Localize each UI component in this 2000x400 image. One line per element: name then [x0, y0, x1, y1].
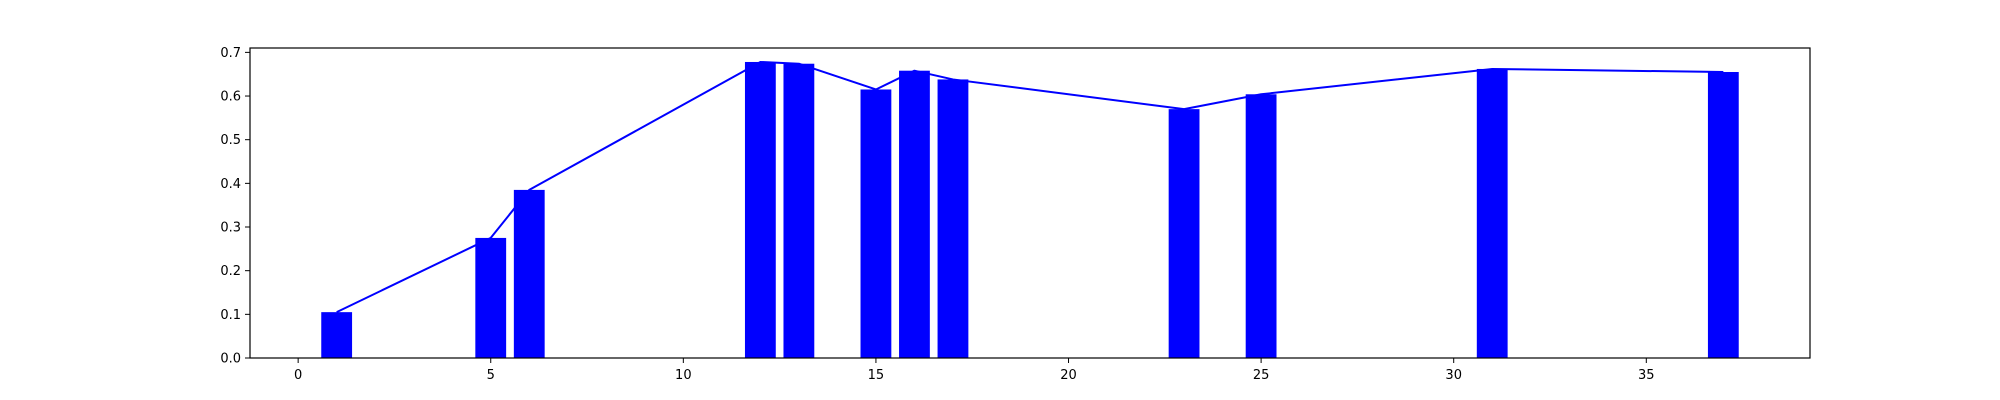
- y-tick-label: 0.7: [220, 46, 241, 61]
- bar-5: [475, 237, 507, 358]
- bar-25: [1245, 94, 1277, 358]
- bar-16: [899, 70, 930, 358]
- x-tick-label: 25: [1253, 368, 1270, 383]
- bar-17: [937, 79, 969, 358]
- x-tick-label: 30: [1445, 368, 1462, 383]
- series-line: [336, 60, 1724, 314]
- bar-37: [1707, 72, 1739, 358]
- axes-layer: [249, 47, 1811, 359]
- y-tick-label: 0.4: [220, 177, 241, 192]
- bar-6: [513, 189, 545, 358]
- y-tick-label: 0.5: [220, 133, 241, 148]
- x-tick-label: 35: [1638, 368, 1655, 383]
- bar-1: [321, 312, 353, 358]
- line-layer: [336, 60, 1724, 314]
- bar-31: [1476, 68, 1508, 359]
- bar-13: [783, 63, 815, 358]
- x-tick-label: 5: [487, 368, 495, 383]
- x-tick-label: 0: [294, 368, 302, 383]
- y-tick-label: 0.2: [220, 264, 241, 279]
- x-tick-label: 20: [1060, 368, 1077, 383]
- bar-15: [860, 89, 892, 358]
- y-tick-label: 0.3: [220, 221, 241, 236]
- ticks-layer: 0 5 10 15 20 25 30 35 0.0 0.1 0.2 0.3 0.4 0.5 0.6 0.7: [220, 46, 1654, 383]
- x-tick-label: 15: [868, 368, 885, 383]
- y-tick-label: 0.0: [220, 352, 241, 367]
- bars-layer: [321, 61, 1739, 359]
- axes-frame: [249, 47, 1811, 359]
- x-tick-label: 10: [675, 368, 692, 383]
- bar-12: [744, 61, 776, 358]
- bar-23: [1168, 109, 1200, 358]
- y-tick-label: 0.6: [220, 90, 241, 105]
- y-tick-label: 0.1: [220, 308, 241, 323]
